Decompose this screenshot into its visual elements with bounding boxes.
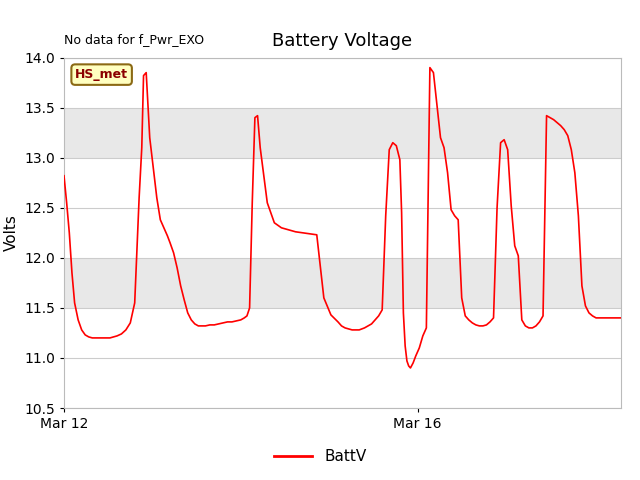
- Text: HS_met: HS_met: [75, 68, 128, 81]
- Bar: [64, 53, 621, 108]
- Bar: [64, 308, 621, 408]
- Legend: BattV: BattV: [268, 443, 372, 470]
- Bar: [64, 158, 621, 258]
- Text: No data for f_Pwr_EXO: No data for f_Pwr_EXO: [64, 33, 204, 46]
- Title: Battery Voltage: Battery Voltage: [273, 33, 412, 50]
- Y-axis label: Volts: Volts: [4, 215, 19, 251]
